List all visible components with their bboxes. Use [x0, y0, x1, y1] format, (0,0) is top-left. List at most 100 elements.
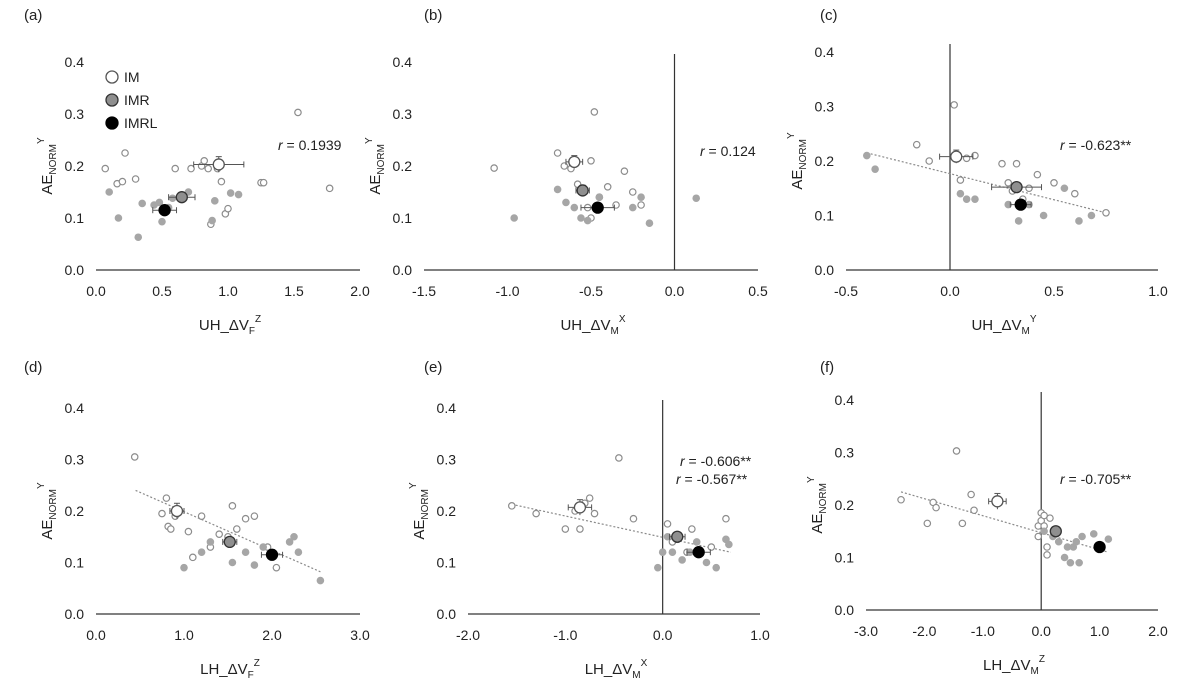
- point-im: [590, 509, 599, 518]
- point-imr: [628, 203, 637, 212]
- legend-label: IM: [124, 69, 140, 85]
- r-annotation: r = -0.705**: [1060, 471, 1132, 487]
- x-axis-label-main: UH_ΔV: [199, 317, 249, 334]
- y-axis-label-sup: Y: [806, 476, 817, 483]
- x-axis-label-main: LH_ΔV: [983, 657, 1031, 674]
- point-im: [628, 188, 637, 196]
- y-tick-label: 0.2: [815, 153, 835, 169]
- point-im: [950, 101, 958, 109]
- point-imr: [645, 219, 654, 228]
- y-axis-label-sup: Y: [36, 137, 47, 144]
- y-tick-label: 0.4: [437, 400, 457, 416]
- y-axis-label: AENORMY: [408, 482, 431, 540]
- panel-label: (a): [24, 7, 42, 24]
- y-axis-label: AENORMY: [364, 137, 387, 195]
- legend-label: IMRL: [124, 115, 158, 131]
- y-axis-label-sub: NORM: [420, 489, 431, 520]
- point-im: [1025, 184, 1033, 193]
- point-im: [970, 506, 978, 515]
- mean-im: [991, 495, 1004, 508]
- point-imr: [702, 558, 711, 567]
- mean-imr: [576, 184, 589, 197]
- point-im: [615, 454, 623, 462]
- point-imr: [1066, 558, 1075, 567]
- mean-imr: [1049, 525, 1062, 538]
- y-axis-label-sub: NORM: [376, 144, 387, 175]
- y-axis-label-main: AE: [411, 520, 428, 540]
- y-tick-label: 0.4: [65, 54, 85, 70]
- point-im: [952, 447, 961, 455]
- panel-d: (d)0.00.10.20.30.40.0 1.0 2.0 3.0AENORMYLH_…: [24, 359, 752, 681]
- point-im: [171, 164, 180, 173]
- point-im: [1034, 532, 1043, 541]
- point-imr: [1075, 217, 1083, 225]
- y-axis-label-sub: NORM: [48, 489, 59, 520]
- x-tick-label: 0.5: [1044, 283, 1064, 299]
- point-imr: [668, 548, 677, 557]
- point-im: [200, 157, 209, 165]
- y-tick-label: 0.2: [393, 158, 413, 174]
- panel-f: (f) 0.0 0.1 0.2 0.3 0.4 -3.0 -2.0 -1.0 0.0 1.0 2.0 A…: [806, 359, 1168, 677]
- mean-imrl: [265, 548, 279, 561]
- point-imr: [956, 189, 965, 198]
- x-tick-label: 0.5: [152, 283, 172, 299]
- x-axis-label: UH_ΔVMY: [971, 314, 1036, 337]
- panel-label: (e): [424, 359, 442, 376]
- mean-imr: [1010, 181, 1023, 194]
- x-tick-label: -0.5: [579, 283, 603, 299]
- y-tick-label: 0.3: [835, 445, 855, 461]
- point-im: [131, 175, 140, 183]
- point-im: [189, 553, 197, 562]
- x-axis-label-sub: M: [1022, 326, 1030, 337]
- point-im: [532, 509, 540, 518]
- x-tick-label: 2.0: [1148, 623, 1168, 639]
- mean-im: [170, 504, 184, 518]
- point-imr: [971, 195, 979, 203]
- x-axis-label-main: UH_ΔV: [560, 317, 610, 334]
- y-tick-label: 0.2: [65, 503, 85, 519]
- y-tick-label: 0.3: [815, 99, 835, 115]
- y-tick-label: 0.1: [65, 555, 85, 571]
- mean-imr: [223, 535, 236, 549]
- point-imr: [1060, 553, 1069, 562]
- x-axis-label-main: LH_ΔV: [585, 661, 633, 678]
- point-imr: [158, 217, 166, 226]
- point-im: [932, 503, 940, 512]
- y-axis-label: AENORMY: [786, 132, 809, 190]
- point-im: [325, 184, 334, 193]
- point-im: [217, 177, 226, 186]
- y-tick-label: 0.0: [393, 262, 413, 278]
- y-tick-label: 0.0: [835, 602, 855, 618]
- x-tick-label: 0.5: [748, 283, 768, 299]
- x-tick-label: -1.0: [495, 283, 519, 299]
- x-tick-label: 0.0: [1031, 623, 1051, 639]
- mean-imr: [175, 191, 188, 204]
- point-im: [587, 157, 595, 165]
- point-im: [561, 525, 570, 533]
- point-im: [121, 149, 129, 157]
- point-imr: [155, 198, 164, 207]
- trend-line: [135, 489, 321, 573]
- mean-imrl: [158, 204, 171, 217]
- y-tick-label: 0.1: [437, 555, 457, 571]
- y-tick-label: 0.3: [65, 452, 85, 468]
- r-value: = 0.1939: [283, 137, 342, 153]
- mean-imr: [671, 530, 684, 543]
- point-im: [590, 108, 599, 116]
- point-imr: [138, 199, 147, 208]
- x-axis-label-main: UH_ΔV: [971, 317, 1021, 334]
- x-tick-label: 1.0: [218, 283, 238, 299]
- point-im: [663, 520, 672, 528]
- x-axis-label-sup: Y: [1030, 314, 1037, 325]
- point-im: [1050, 179, 1058, 187]
- point-imr: [637, 193, 645, 202]
- point-im: [1043, 543, 1051, 551]
- x-tick-label: 1.0: [1090, 623, 1110, 639]
- x-axis-label-sub: M: [1031, 666, 1039, 677]
- point-im: [167, 525, 175, 533]
- point-im: [560, 162, 569, 170]
- point-im: [187, 164, 195, 173]
- point-imr: [658, 548, 667, 557]
- point-im: [1004, 179, 1013, 187]
- point-im: [1012, 159, 1021, 168]
